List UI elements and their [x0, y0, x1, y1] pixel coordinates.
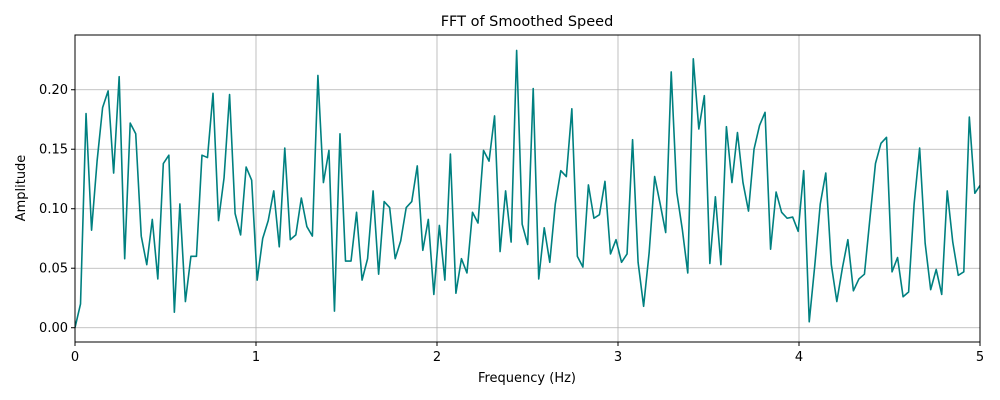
series-line	[75, 49, 980, 328]
y-tick-label: 0.00	[39, 321, 68, 336]
plot-area	[75, 49, 980, 328]
x-tick-label: 2	[433, 350, 441, 365]
ticks: 0 1 2 3 4 5 0.00 0.05 0.10 0.15 0.20	[39, 83, 984, 365]
y-tick-label: 0.20	[39, 83, 68, 98]
y-tick-label: 0.05	[39, 262, 68, 277]
x-tick-label: 3	[614, 350, 622, 365]
y-axis-label: Amplitude	[14, 155, 29, 222]
chart-title: FFT of Smoothed Speed	[441, 14, 614, 30]
x-tick-label: 5	[976, 350, 984, 365]
axes-frame	[74, 34, 981, 343]
x-tick-label: 0	[71, 350, 79, 365]
y-tick-label: 0.10	[39, 202, 68, 217]
x-tick-label: 1	[252, 350, 260, 365]
y-tick-label: 0.15	[39, 143, 68, 158]
x-axis-label: Frequency (Hz)	[478, 371, 576, 386]
grid	[74, 35, 981, 342]
x-tick-label: 4	[795, 350, 803, 365]
